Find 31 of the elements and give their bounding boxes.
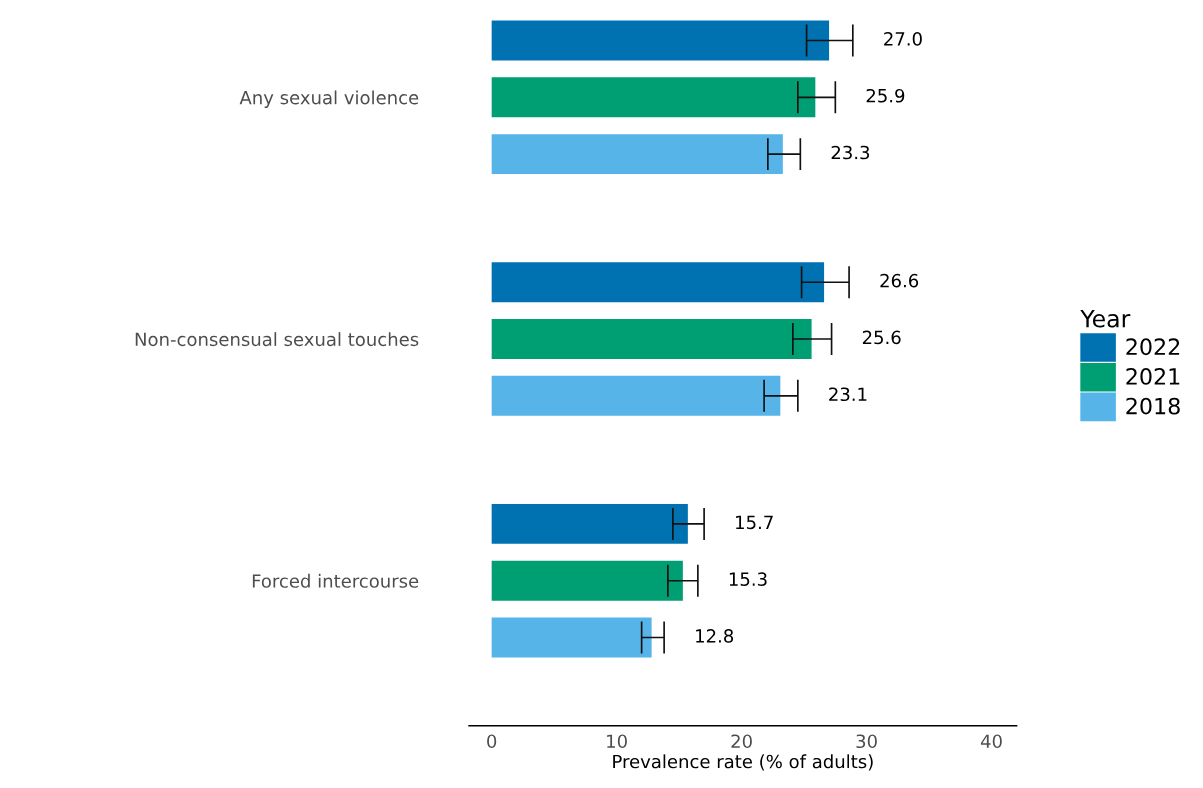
data-label: 25.6 (862, 330, 901, 345)
x-tick-label: 20 (731, 734, 752, 749)
x-tick-label: 0 (487, 734, 497, 749)
legend-title: Year (1080, 310, 1131, 328)
bar (491, 375, 781, 416)
y-tick-label: Any sexual violence (239, 90, 419, 108)
x-tick-label: 10 (607, 734, 627, 749)
bar (491, 319, 812, 359)
x-axis-title: Prevalence rate (% of adults) (613, 754, 873, 771)
data-label: 15.7 (736, 515, 773, 530)
bar (491, 262, 825, 303)
data-label: 26.6 (880, 273, 919, 288)
legend-label: 2021 (1126, 368, 1180, 385)
data-label: 12.8 (696, 629, 734, 643)
x-tick-label: 40 (980, 734, 1002, 749)
bar (491, 617, 652, 658)
bar (491, 134, 783, 175)
data-label: 23.3 (831, 145, 870, 160)
bar (491, 503, 688, 544)
bar (491, 20, 830, 61)
data-label: 15.3 (729, 572, 767, 586)
bar (491, 560, 683, 601)
data-label: 23.1 (829, 387, 867, 402)
data-label: 25.9 (866, 88, 905, 103)
x-tick-label: 30 (856, 734, 877, 749)
legend-label: 2018 (1126, 397, 1180, 415)
legend-label: 2022 (1126, 338, 1180, 356)
y-tick-label: Forced intercourse (252, 573, 419, 588)
y-tick-label: Non-consensual sexual touches (135, 332, 419, 347)
bar (491, 77, 816, 118)
data-label: 27.0 (884, 32, 922, 46)
